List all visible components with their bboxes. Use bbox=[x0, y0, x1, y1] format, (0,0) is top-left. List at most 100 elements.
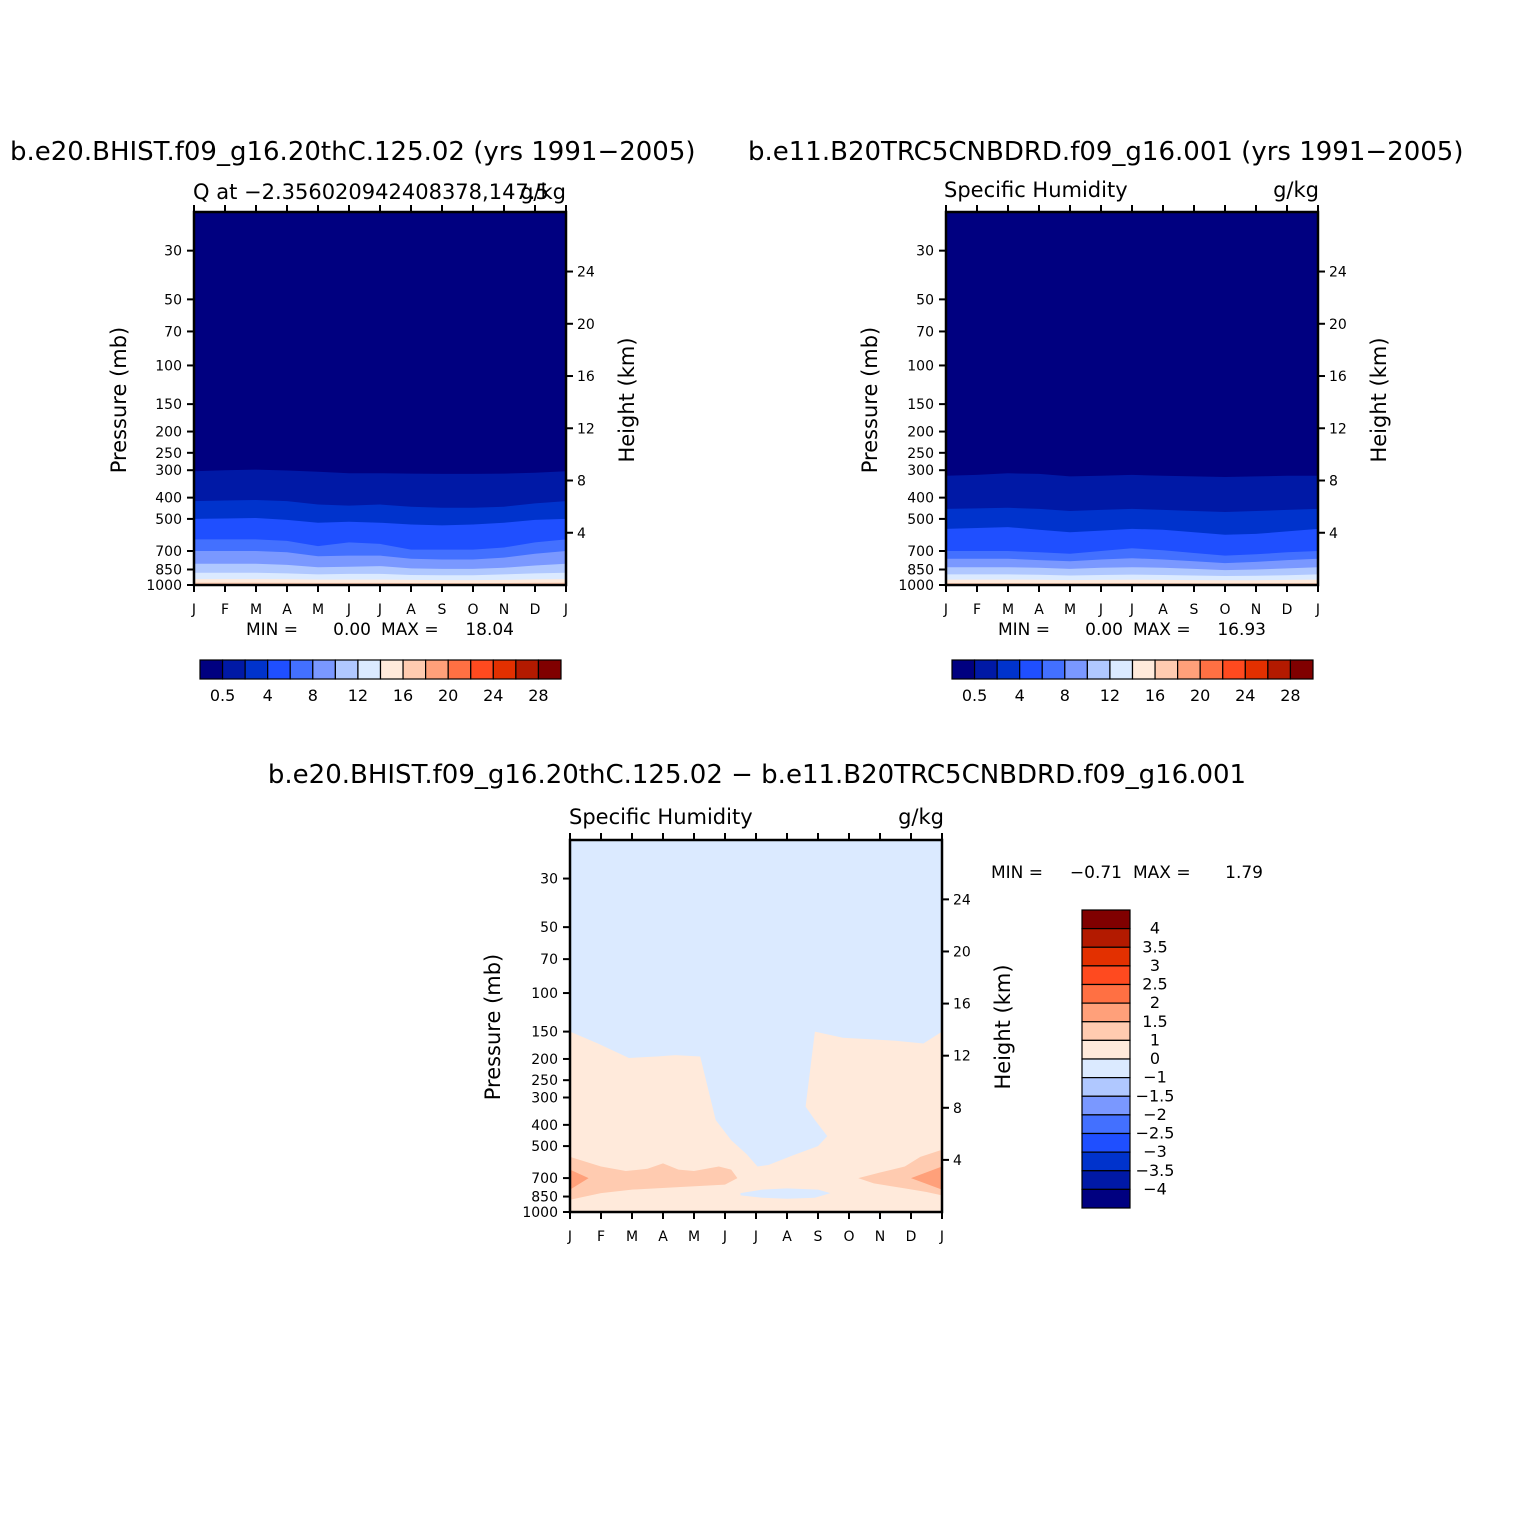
y-tick-label: 50 bbox=[540, 920, 558, 936]
y-axis-right: 24 20 16 12 8 4 bbox=[566, 265, 595, 542]
panel-subtitle-left: Specific Humidity bbox=[569, 805, 753, 829]
colorbar-box bbox=[1081, 1058, 1131, 1079]
y-tick-label: 30 bbox=[540, 872, 558, 888]
colorbar-box bbox=[1081, 1002, 1131, 1023]
colorbar-label: 16 bbox=[393, 686, 413, 705]
x-tick-label: O bbox=[1219, 602, 1230, 618]
y2-tick-label: 16 bbox=[953, 997, 971, 1013]
y2-tick-label: 20 bbox=[953, 944, 971, 960]
y-axis-label: Pressure (mb) bbox=[858, 327, 882, 474]
x-tick-label: J bbox=[753, 1229, 758, 1245]
colorbar-label: −1.5 bbox=[1136, 1086, 1175, 1105]
y-tick-label: 250 bbox=[907, 446, 934, 462]
colorbar-label: 24 bbox=[1235, 686, 1255, 705]
stat-min-label: MIN = bbox=[246, 620, 298, 640]
colorbar-box bbox=[1081, 909, 1131, 930]
colorbar-label: −2.5 bbox=[1136, 1124, 1175, 1143]
colorbar-label: −1 bbox=[1143, 1068, 1167, 1087]
y-tick-label: 500 bbox=[155, 512, 182, 528]
colorbar-box bbox=[221, 659, 246, 680]
colorbar-label: 4 bbox=[263, 686, 273, 705]
x-tick-label: J bbox=[1315, 602, 1320, 618]
x-tick-label: J bbox=[722, 1229, 727, 1245]
y-tick-label: 400 bbox=[907, 491, 934, 507]
panel-model-b: b.e11.B20TRC5CNBDRD.f09_g16.001 (yrs 199… bbox=[748, 137, 1463, 705]
y2-tick-label: 8 bbox=[577, 474, 586, 490]
stat-min-value: 0.00 bbox=[1085, 620, 1123, 640]
x-tick-label: J bbox=[567, 1229, 572, 1245]
colorbar-box bbox=[1019, 659, 1043, 680]
colorbar-box bbox=[1081, 1077, 1131, 1097]
y-tick-label: 1000 bbox=[522, 1205, 558, 1221]
panel-title: b.e20.BHIST.f09_g16.20thC.125.02 − b.e11… bbox=[268, 760, 1246, 790]
colorbar-box bbox=[1041, 659, 1066, 680]
stat-max-label: MAX = bbox=[1133, 863, 1191, 883]
colorbar-label: 0.5 bbox=[210, 686, 235, 705]
y2-tick-label: 20 bbox=[577, 317, 595, 333]
x-tick-label: N bbox=[499, 602, 509, 618]
stat-max-label: MAX = bbox=[1133, 620, 1191, 640]
y-axis-right-label: Height (km) bbox=[991, 964, 1015, 1089]
colorbar-label: 28 bbox=[1280, 686, 1300, 705]
panel-subtitle-left: Q at −2.356020942408378,147.5 bbox=[193, 180, 549, 204]
panel-subtitle-left: Specific Humidity bbox=[944, 178, 1128, 202]
colorbar: 43.532.521.510−1−1.5−2−2.5−3−3.5−4 bbox=[1081, 909, 1175, 1209]
colorbar-label: 1 bbox=[1150, 1030, 1160, 1049]
stat-min-label: MIN = bbox=[991, 863, 1043, 883]
y-tick-label: 150 bbox=[531, 1025, 558, 1041]
colorbar-box bbox=[1199, 659, 1224, 680]
colorbar-label: 3 bbox=[1150, 956, 1160, 975]
y2-tick-label: 12 bbox=[577, 421, 595, 437]
x-tick-label: J bbox=[939, 1229, 944, 1245]
y-tick-label: 300 bbox=[907, 463, 934, 479]
stat-min-label: MIN = bbox=[998, 620, 1050, 640]
colorbar-label: 4 bbox=[1150, 919, 1160, 938]
colorbar-label: 3.5 bbox=[1142, 937, 1167, 956]
y-axis-label: Pressure (mb) bbox=[481, 954, 505, 1101]
colorbar-box bbox=[1081, 1170, 1131, 1190]
colorbar-box bbox=[537, 659, 562, 680]
contour-region bbox=[570, 1169, 589, 1190]
y2-tick-label: 4 bbox=[577, 526, 586, 542]
colorbar-label: 20 bbox=[1190, 686, 1210, 705]
y2-tick-label: 16 bbox=[1329, 369, 1347, 385]
stat-min-value: 0.00 bbox=[333, 620, 371, 640]
y-tick-label: 50 bbox=[916, 292, 934, 308]
colorbar-box bbox=[973, 659, 998, 680]
colorbar-box bbox=[1081, 1132, 1131, 1153]
x-tick-label: S bbox=[438, 602, 447, 618]
y2-tick-label: 4 bbox=[953, 1153, 962, 1169]
y-tick-label: 700 bbox=[531, 1171, 558, 1187]
colorbar-box bbox=[1131, 659, 1156, 680]
x-tick-label: F bbox=[973, 602, 981, 618]
colorbar-label: 16 bbox=[1145, 686, 1165, 705]
y-tick-label: 1000 bbox=[146, 578, 182, 594]
y-tick-label: 70 bbox=[164, 324, 182, 340]
stat-max-value: 18.04 bbox=[465, 620, 514, 640]
colorbar-label: −3.5 bbox=[1136, 1161, 1175, 1180]
colorbar-box bbox=[1154, 659, 1179, 680]
colorbar-box bbox=[1081, 1151, 1131, 1172]
y-axis-right-label: Height (km) bbox=[615, 337, 639, 462]
x-tick-label: O bbox=[843, 1229, 854, 1245]
x-tick-label: J bbox=[1129, 602, 1134, 618]
y-tick-label: 300 bbox=[531, 1091, 558, 1107]
y-axis-right-label: Height (km) bbox=[1367, 337, 1391, 462]
colorbar-label: 2.5 bbox=[1142, 975, 1167, 994]
colorbar-label: 12 bbox=[348, 686, 368, 705]
colorbar-box bbox=[1109, 659, 1134, 680]
colorbar-box bbox=[951, 659, 976, 680]
colorbar-box bbox=[425, 659, 449, 680]
y2-tick-label: 12 bbox=[953, 1049, 971, 1065]
stat-min-value: −0.71 bbox=[1070, 863, 1122, 883]
x-tick-label: D bbox=[530, 602, 541, 618]
colorbar-label: 28 bbox=[528, 686, 548, 705]
y-tick-label: 100 bbox=[531, 986, 558, 1002]
y2-tick-label: 8 bbox=[953, 1101, 962, 1117]
colorbar-box bbox=[1081, 1039, 1131, 1060]
